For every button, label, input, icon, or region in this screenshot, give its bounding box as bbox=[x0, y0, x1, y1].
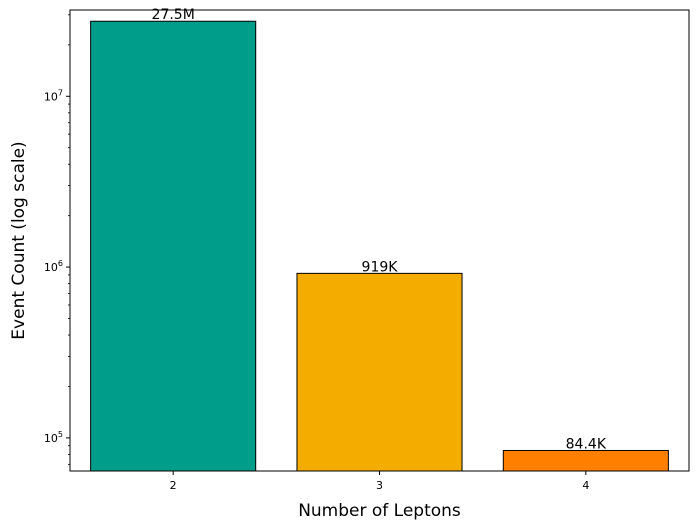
x-axis-label: Number of Leptons bbox=[298, 501, 461, 521]
y-tick-base: 10 bbox=[44, 432, 58, 445]
x-tick-label-4: 4 bbox=[582, 479, 589, 492]
y-tick-label-7: 107 bbox=[44, 88, 63, 103]
y-axis-label: Event Count (log scale) bbox=[9, 141, 29, 339]
bar-3 bbox=[296, 272, 463, 472]
x-axis-ticks: 2 3 4 bbox=[170, 471, 589, 492]
y-tick-exponent: 5 bbox=[58, 430, 63, 439]
y-tick-label-6: 106 bbox=[44, 259, 63, 274]
data-label-2: 27.5M bbox=[152, 7, 195, 23]
y-tick-exponent: 7 bbox=[58, 88, 63, 97]
bar-2 bbox=[90, 20, 257, 472]
plot-frame bbox=[69, 9, 690, 472]
bars-group bbox=[90, 20, 669, 472]
data-label-4: 84.4K bbox=[566, 436, 607, 452]
data-label-3: 919K bbox=[362, 259, 399, 275]
y-tick-base: 10 bbox=[44, 90, 58, 103]
x-tick-label-2: 2 bbox=[170, 479, 177, 492]
bar-4 bbox=[502, 449, 669, 472]
y-tick-label-5: 105 bbox=[44, 430, 63, 445]
y-tick-exponent: 6 bbox=[58, 259, 63, 268]
x-tick-label-3: 3 bbox=[376, 479, 383, 492]
y-tick-base: 10 bbox=[44, 261, 58, 274]
data-labels-group: 27.5M 919K 84.4K bbox=[152, 7, 607, 452]
